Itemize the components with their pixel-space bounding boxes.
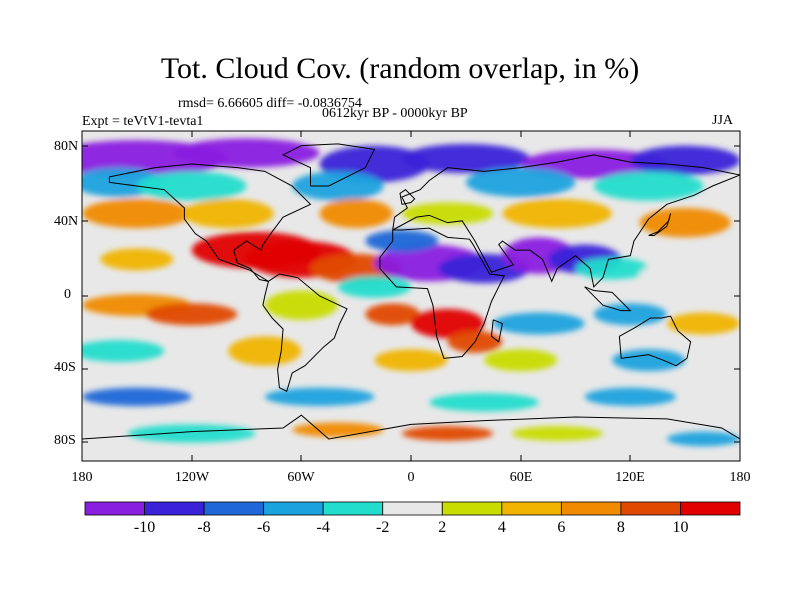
colorbar-label: 6 [557, 519, 566, 536]
anomaly-region [593, 171, 704, 201]
colorbar-label: 10 [672, 519, 689, 536]
season-label: JJA [712, 113, 734, 128]
anomaly-region [82, 387, 192, 407]
anomaly-region [127, 424, 256, 443]
lon-tick-120e: 120E [615, 470, 645, 485]
lon-tick-60w: 60W [287, 470, 315, 485]
anomaly-region [319, 198, 393, 229]
anomaly-region [136, 171, 247, 201]
cloud-cover-field [82, 131, 740, 461]
lat-tick-40n: 40N [54, 214, 79, 229]
coastline [399, 189, 416, 205]
anomaly-region [82, 198, 192, 229]
anomaly-region [520, 149, 667, 179]
coastline [618, 315, 692, 367]
colorbar-label: -4 [316, 519, 330, 536]
anomaly-region [575, 257, 649, 280]
anomaly-region [639, 263, 731, 285]
anomaly-region [173, 138, 320, 168]
figure-title: Tot. Cloud Cov. (random overlap, in %) [160, 52, 640, 85]
coastline [281, 143, 376, 187]
coastline [82, 414, 740, 440]
lat-tick-80s: 80S [54, 433, 76, 448]
coastline [490, 319, 503, 343]
anomaly-region [82, 340, 165, 362]
anomaly-region [502, 198, 613, 229]
stats-label: rmsd= 6.66605 diff= -0.0836754 [178, 96, 362, 111]
lat-tick-0: 0 [64, 287, 71, 302]
colorbar-label: -8 [197, 519, 211, 536]
lat-tick-80n: 80N [54, 139, 79, 154]
colorbar-segment [620, 501, 681, 516]
coastline [584, 286, 632, 312]
anomaly-region [292, 422, 384, 438]
colorbar-segment [203, 501, 265, 516]
colorbar-segment [84, 501, 145, 516]
colorbar-segment [441, 501, 503, 516]
lon-tick-0: 0 [407, 470, 415, 485]
anomaly-region [264, 290, 338, 320]
anomaly-region [401, 202, 494, 225]
colorbar-label: -6 [256, 519, 271, 536]
lon-tick-60e: 60E [509, 470, 533, 485]
coastline [379, 227, 505, 359]
colorbar-segment [322, 501, 384, 516]
anomaly-region [401, 143, 530, 174]
anomaly-region [100, 248, 174, 271]
anomaly-region [292, 171, 384, 201]
lat-tick-40s: 40S [54, 360, 76, 375]
coastline [392, 154, 740, 288]
anomaly-region [612, 349, 686, 372]
anomaly-region [411, 308, 485, 339]
anomaly-region [365, 303, 421, 326]
anomaly-region [630, 145, 740, 175]
colorbar-segment [680, 501, 741, 516]
anomaly-region [639, 208, 731, 238]
period-label: 0612kyr BP - 0000kyr BP [322, 106, 468, 121]
colorbar-segment [144, 501, 205, 516]
anomaly-region [666, 431, 740, 447]
colorbar-segment [560, 501, 622, 516]
lon-tick-180w: 180 [71, 470, 93, 485]
anomaly-region [145, 303, 238, 326]
coastline [262, 273, 348, 393]
experiment-label: Expt = teVtV1-tevta1 [82, 114, 204, 129]
anomaly-region [593, 303, 667, 326]
colorbar-label: -2 [376, 519, 390, 536]
lon-tick-180e: 180 [729, 470, 751, 485]
colorbar-segment [263, 501, 324, 516]
coastline [648, 213, 672, 236]
colorbar-segment [382, 501, 443, 516]
anomaly-region [365, 230, 439, 252]
anomaly-region [429, 393, 539, 412]
anomaly-region [401, 426, 494, 441]
colorbar-label: 4 [497, 519, 506, 536]
anomaly-region [666, 312, 740, 335]
anomaly-region [465, 167, 576, 197]
colorbar-label: 8 [616, 519, 625, 536]
anomaly-region [493, 312, 585, 335]
anomaly-region [228, 336, 302, 366]
anomaly-region [584, 387, 677, 407]
anomaly-region [264, 387, 375, 407]
anomaly-region [374, 349, 448, 372]
anomaly-region [182, 198, 274, 229]
anomaly-region [484, 349, 558, 372]
colorbar-label: -10 [133, 519, 156, 536]
anomaly-region [511, 426, 603, 441]
lon-tick-120w: 120W [174, 470, 210, 485]
coastline [108, 163, 312, 282]
anomaly-region [337, 275, 412, 298]
colorbar-label: 2 [438, 519, 447, 536]
colorbar [84, 501, 741, 516]
colorbar-segment [501, 501, 562, 516]
